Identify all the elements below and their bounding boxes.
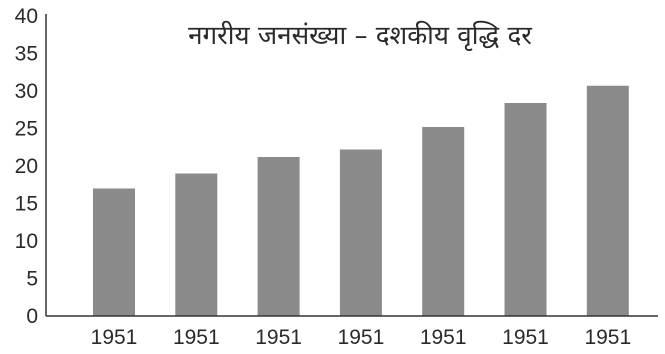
y-tick-label: 15 [15, 193, 38, 216]
y-tick-label: 10 [15, 230, 38, 253]
x-axis-ticks: 1951 1951 1951 1951 1951 1951 1951 [91, 326, 632, 349]
y-tick-label: 25 [15, 118, 38, 141]
y-tick-label: 35 [15, 43, 38, 66]
y-axis-ticks: 0 5 10 15 20 25 30 35 40 [15, 5, 38, 328]
x-tick-label: 1951 [91, 326, 138, 349]
x-tick-label: 1951 [255, 326, 302, 349]
bars [93, 85, 629, 316]
x-tick-label: 1951 [502, 326, 549, 349]
y-tick-label: 30 [15, 80, 38, 103]
bar [586, 85, 629, 316]
bar [93, 188, 135, 316]
y-tick-label: 20 [15, 155, 38, 178]
x-tick-label: 1951 [584, 326, 631, 349]
bar [504, 103, 547, 316]
bar [175, 173, 218, 316]
bar [422, 127, 465, 316]
x-tick-label: 1951 [173, 326, 220, 349]
y-tick-label: 5 [26, 268, 38, 291]
x-tick-label: 1951 [420, 326, 467, 349]
x-tick-label: 1951 [338, 326, 385, 349]
y-tick-label: 40 [15, 5, 38, 28]
chart-title: नगरीय जनसंख्या – दशकीय वृद्धि दर [188, 20, 533, 51]
bar [257, 157, 300, 316]
bar [339, 149, 382, 316]
y-tick-label: 0 [26, 305, 38, 328]
